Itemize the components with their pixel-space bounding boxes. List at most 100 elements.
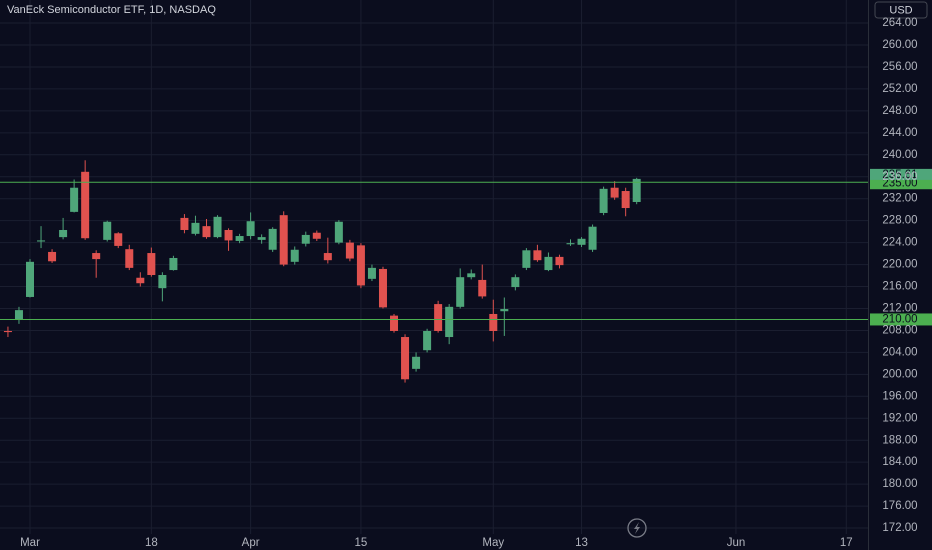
- x-tick-label: Jun: [727, 537, 746, 549]
- candle-body: [103, 221, 112, 240]
- candle-body: [81, 171, 90, 239]
- candle-body: [37, 240, 46, 242]
- candle-body: [434, 304, 443, 331]
- price-label: 210.00: [882, 313, 917, 325]
- candle-body: [610, 187, 619, 198]
- y-tick-label: 188.00: [882, 434, 917, 446]
- candle-body: [48, 251, 57, 262]
- currency-button[interactable]: [874, 1, 928, 19]
- candle-body: [367, 267, 376, 279]
- y-tick-label: 232.00: [882, 193, 917, 205]
- price-label-box: [870, 177, 932, 190]
- candle-body: [125, 249, 134, 268]
- candle-body: [279, 215, 288, 265]
- candle-body: [191, 222, 200, 234]
- y-tick-label: 216.00: [882, 281, 917, 293]
- y-tick-label: 260.00: [882, 39, 917, 51]
- candle-body: [511, 277, 520, 288]
- candle-body: [92, 253, 101, 260]
- x-tick-label: 17: [840, 537, 853, 549]
- candle-body: [445, 306, 454, 338]
- y-tick-label: 196.00: [882, 390, 917, 402]
- y-tick-label: 252.00: [882, 83, 917, 95]
- y-tick-label: 248.00: [882, 105, 917, 117]
- y-tick-label: 180.00: [882, 478, 917, 490]
- candle-body: [202, 226, 211, 238]
- candle-body: [213, 216, 222, 238]
- price-label: 235.00: [882, 177, 917, 189]
- candle-body: [59, 229, 68, 238]
- candle-body: [356, 245, 365, 286]
- candle-body: [301, 234, 310, 244]
- candle-body: [621, 191, 630, 209]
- currency-label: USD: [889, 4, 912, 16]
- candle-body: [224, 229, 233, 241]
- candle-body: [632, 178, 641, 202]
- candle-body: [599, 188, 608, 213]
- last-price-box: [870, 168, 932, 180]
- x-tick-label: 13: [575, 537, 588, 549]
- candle-body: [268, 228, 277, 250]
- y-tick-label: 200.00: [882, 368, 917, 380]
- x-tick-label: Mar: [20, 537, 40, 549]
- candle-body: [180, 217, 189, 230]
- candle-body: [390, 315, 399, 331]
- candle-body: [114, 233, 123, 246]
- candle-body: [246, 221, 255, 237]
- alert-icon[interactable]: [627, 518, 647, 538]
- candle-body: [257, 237, 266, 240]
- y-tick-label: 264.00: [882, 17, 917, 29]
- candle-body: [14, 310, 23, 321]
- candle-body: [147, 253, 156, 275]
- candle-body: [312, 232, 321, 239]
- candle-body: [456, 277, 465, 307]
- candle-body: [378, 268, 387, 308]
- candle-body: [412, 356, 421, 369]
- candle-body: [334, 221, 343, 243]
- x-tick-label: 18: [145, 537, 158, 549]
- overlay: 235.00 210.00 235.61: [0, 168, 932, 326]
- y-tick-label: 240.00: [882, 149, 917, 161]
- candle-body: [544, 256, 553, 271]
- grid: [0, 0, 868, 534]
- y-tick-label: 228.00: [882, 215, 917, 227]
- y-tick-label: 172.00: [882, 522, 917, 534]
- candle-body: [345, 242, 354, 259]
- y-tick-label: 224.00: [882, 237, 917, 249]
- candle-body: [533, 250, 542, 261]
- candle-body: [522, 250, 531, 268]
- y-tick-label: 212.00: [882, 303, 917, 315]
- candle-body: [26, 261, 35, 297]
- candle-body: [566, 243, 575, 245]
- last-price-label: 235.61: [882, 169, 917, 181]
- y-tick-label: 176.00: [882, 500, 917, 512]
- y-tick-label: 208.00: [882, 324, 917, 336]
- candle-body: [489, 313, 498, 331]
- candle-body: [500, 309, 509, 312]
- candle-body: [555, 256, 564, 266]
- x-tick-label: 15: [355, 537, 368, 549]
- icon-bolt: [634, 522, 640, 534]
- candle-body: [401, 337, 410, 380]
- chart-title: VanEck Semiconductor ETF, 1D, NASDAQ: [7, 4, 216, 16]
- candle-body: [290, 249, 299, 262]
- y-tick-label: 204.00: [882, 346, 917, 358]
- icon-ring: [627, 518, 647, 538]
- y-tick-label: 244.00: [882, 127, 917, 139]
- candle-body: [136, 277, 145, 284]
- candle-body: [577, 238, 586, 245]
- candle-body: [467, 273, 476, 278]
- candle-body: [3, 330, 12, 333]
- candle-body: [478, 279, 487, 297]
- x-tick-label: Apr: [242, 537, 260, 549]
- candle-body: [158, 275, 167, 289]
- candle-body: [323, 253, 332, 261]
- candle-body: [423, 330, 432, 351]
- price-label-box: [870, 313, 932, 326]
- y-tick-label: 256.00: [882, 61, 917, 73]
- candles: [3, 160, 641, 383]
- candle-body: [588, 226, 597, 250]
- y-tick-label: 236.00: [882, 171, 917, 183]
